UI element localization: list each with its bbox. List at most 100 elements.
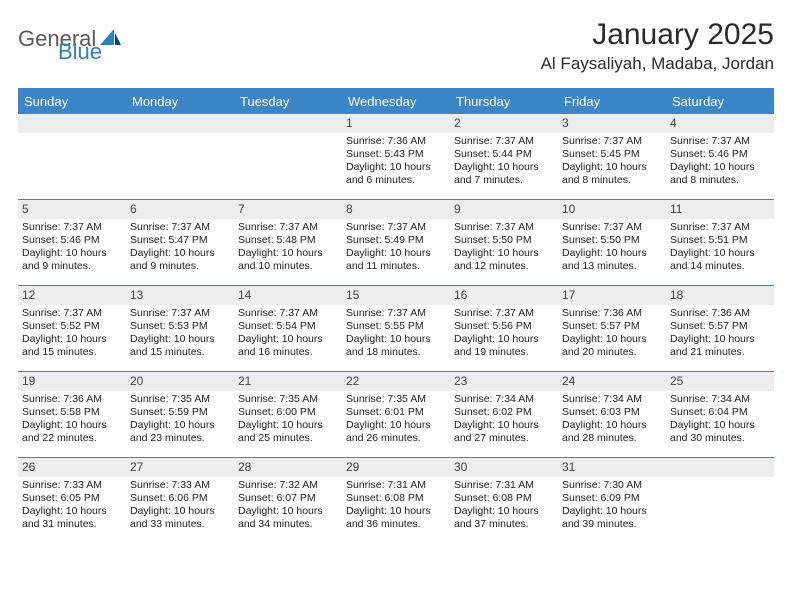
day-number: 6: [126, 200, 234, 219]
day-number: 17: [558, 286, 666, 305]
day-number: 16: [450, 286, 558, 305]
calendar-day-cell: 15Sunrise: 7:37 AMSunset: 5:55 PMDayligh…: [342, 286, 450, 372]
calendar-day-cell: 5Sunrise: 7:37 AMSunset: 5:46 PMDaylight…: [18, 200, 126, 286]
calendar-day-cell: 26Sunrise: 7:33 AMSunset: 6:05 PMDayligh…: [18, 458, 126, 544]
day-number: 3: [558, 114, 666, 133]
day-number-empty: [18, 114, 126, 133]
calendar-day-cell: 7Sunrise: 7:37 AMSunset: 5:48 PMDaylight…: [234, 200, 342, 286]
weekday-header: Monday: [126, 89, 234, 114]
day-detail: Sunrise: 7:37 AMSunset: 5:46 PMDaylight:…: [666, 133, 774, 192]
day-detail: Sunrise: 7:37 AMSunset: 5:51 PMDaylight:…: [666, 219, 774, 278]
day-number: 30: [450, 458, 558, 477]
day-number: 15: [342, 286, 450, 305]
day-detail: Sunrise: 7:37 AMSunset: 5:45 PMDaylight:…: [558, 133, 666, 192]
day-detail: Sunrise: 7:35 AMSunset: 6:00 PMDaylight:…: [234, 391, 342, 450]
day-number: 8: [342, 200, 450, 219]
weekday-header-row: SundayMondayTuesdayWednesdayThursdayFrid…: [18, 89, 774, 114]
calendar-day-cell: 11Sunrise: 7:37 AMSunset: 5:51 PMDayligh…: [666, 200, 774, 286]
calendar-day-cell: 17Sunrise: 7:36 AMSunset: 5:57 PMDayligh…: [558, 286, 666, 372]
day-detail: Sunrise: 7:37 AMSunset: 5:47 PMDaylight:…: [126, 219, 234, 278]
calendar-day-cell: 2Sunrise: 7:37 AMSunset: 5:44 PMDaylight…: [450, 114, 558, 200]
brand-text-blue: Blue: [58, 39, 102, 65]
day-detail: Sunrise: 7:35 AMSunset: 6:01 PMDaylight:…: [342, 391, 450, 450]
day-detail: Sunrise: 7:36 AMSunset: 5:58 PMDaylight:…: [18, 391, 126, 450]
brand-sail-icon: [100, 29, 122, 52]
day-detail: Sunrise: 7:31 AMSunset: 6:08 PMDaylight:…: [342, 477, 450, 536]
calendar-day-cell: 21Sunrise: 7:35 AMSunset: 6:00 PMDayligh…: [234, 372, 342, 458]
day-number: 14: [234, 286, 342, 305]
day-detail: Sunrise: 7:37 AMSunset: 5:48 PMDaylight:…: [234, 219, 342, 278]
calendar-day-cell: 10Sunrise: 7:37 AMSunset: 5:50 PMDayligh…: [558, 200, 666, 286]
day-number: 28: [234, 458, 342, 477]
calendar-day-cell: 18Sunrise: 7:36 AMSunset: 5:57 PMDayligh…: [666, 286, 774, 372]
calendar-day-cell: 19Sunrise: 7:36 AMSunset: 5:58 PMDayligh…: [18, 372, 126, 458]
day-detail: Sunrise: 7:36 AMSunset: 5:57 PMDaylight:…: [558, 305, 666, 364]
day-detail: Sunrise: 7:37 AMSunset: 5:49 PMDaylight:…: [342, 219, 450, 278]
day-detail: Sunrise: 7:33 AMSunset: 6:06 PMDaylight:…: [126, 477, 234, 536]
day-detail: Sunrise: 7:37 AMSunset: 5:46 PMDaylight:…: [18, 219, 126, 278]
weekday-header: Tuesday: [234, 89, 342, 114]
calendar-day-cell: 27Sunrise: 7:33 AMSunset: 6:06 PMDayligh…: [126, 458, 234, 544]
day-number: 21: [234, 372, 342, 391]
weekday-header: Saturday: [666, 89, 774, 114]
calendar-day-cell: [666, 458, 774, 544]
weekday-header: Thursday: [450, 89, 558, 114]
day-detail: Sunrise: 7:34 AMSunset: 6:02 PMDaylight:…: [450, 391, 558, 450]
day-number: 27: [126, 458, 234, 477]
calendar-day-cell: [18, 114, 126, 200]
calendar-day-cell: 31Sunrise: 7:30 AMSunset: 6:09 PMDayligh…: [558, 458, 666, 544]
day-number: 5: [18, 200, 126, 219]
calendar-day-cell: 12Sunrise: 7:37 AMSunset: 5:52 PMDayligh…: [18, 286, 126, 372]
day-detail: Sunrise: 7:34 AMSunset: 6:03 PMDaylight:…: [558, 391, 666, 450]
calendar-day-cell: 8Sunrise: 7:37 AMSunset: 5:49 PMDaylight…: [342, 200, 450, 286]
day-number: 19: [18, 372, 126, 391]
calendar-week-row: 19Sunrise: 7:36 AMSunset: 5:58 PMDayligh…: [18, 372, 774, 458]
weekday-header: Wednesday: [342, 89, 450, 114]
month-title: January 2025: [541, 18, 774, 52]
calendar-day-cell: 4Sunrise: 7:37 AMSunset: 5:46 PMDaylight…: [666, 114, 774, 200]
calendar-day-cell: 6Sunrise: 7:37 AMSunset: 5:47 PMDaylight…: [126, 200, 234, 286]
calendar-day-cell: 28Sunrise: 7:32 AMSunset: 6:07 PMDayligh…: [234, 458, 342, 544]
weekday-header: Friday: [558, 89, 666, 114]
day-number: 7: [234, 200, 342, 219]
day-detail: Sunrise: 7:31 AMSunset: 6:08 PMDaylight:…: [450, 477, 558, 536]
day-number-empty: [126, 114, 234, 133]
calendar-day-cell: 29Sunrise: 7:31 AMSunset: 6:08 PMDayligh…: [342, 458, 450, 544]
calendar-day-cell: 1Sunrise: 7:36 AMSunset: 5:43 PMDaylight…: [342, 114, 450, 200]
day-number: 23: [450, 372, 558, 391]
calendar-week-row: 5Sunrise: 7:37 AMSunset: 5:46 PMDaylight…: [18, 200, 774, 286]
day-number: 29: [342, 458, 450, 477]
day-detail: Sunrise: 7:37 AMSunset: 5:55 PMDaylight:…: [342, 305, 450, 364]
day-number: 31: [558, 458, 666, 477]
day-detail: Sunrise: 7:37 AMSunset: 5:56 PMDaylight:…: [450, 305, 558, 364]
calendar-day-cell: 13Sunrise: 7:37 AMSunset: 5:53 PMDayligh…: [126, 286, 234, 372]
weekday-header: Sunday: [18, 89, 126, 114]
day-detail: Sunrise: 7:37 AMSunset: 5:54 PMDaylight:…: [234, 305, 342, 364]
calendar-day-cell: 20Sunrise: 7:35 AMSunset: 5:59 PMDayligh…: [126, 372, 234, 458]
day-number-empty: [234, 114, 342, 133]
calendar-day-cell: [126, 114, 234, 200]
day-detail: Sunrise: 7:37 AMSunset: 5:52 PMDaylight:…: [18, 305, 126, 364]
day-detail: Sunrise: 7:36 AMSunset: 5:43 PMDaylight:…: [342, 133, 450, 192]
brand-logo: General Blue: [18, 26, 124, 52]
calendar-day-cell: 23Sunrise: 7:34 AMSunset: 6:02 PMDayligh…: [450, 372, 558, 458]
title-block: January 2025 Al Faysaliyah, Madaba, Jord…: [541, 18, 774, 74]
calendar-week-row: 12Sunrise: 7:37 AMSunset: 5:52 PMDayligh…: [18, 286, 774, 372]
day-number: 9: [450, 200, 558, 219]
calendar-day-cell: 24Sunrise: 7:34 AMSunset: 6:03 PMDayligh…: [558, 372, 666, 458]
calendar-day-cell: 22Sunrise: 7:35 AMSunset: 6:01 PMDayligh…: [342, 372, 450, 458]
calendar-day-cell: 14Sunrise: 7:37 AMSunset: 5:54 PMDayligh…: [234, 286, 342, 372]
day-number: 11: [666, 200, 774, 219]
calendar-day-cell: 30Sunrise: 7:31 AMSunset: 6:08 PMDayligh…: [450, 458, 558, 544]
day-number: 20: [126, 372, 234, 391]
calendar-day-cell: [234, 114, 342, 200]
day-number: 22: [342, 372, 450, 391]
day-number: 12: [18, 286, 126, 305]
day-detail: Sunrise: 7:37 AMSunset: 5:50 PMDaylight:…: [558, 219, 666, 278]
day-number: 4: [666, 114, 774, 133]
day-number: 1: [342, 114, 450, 133]
calendar-day-cell: 3Sunrise: 7:37 AMSunset: 5:45 PMDaylight…: [558, 114, 666, 200]
day-number: 24: [558, 372, 666, 391]
location-subtitle: Al Faysaliyah, Madaba, Jordan: [541, 54, 774, 74]
calendar-day-cell: 16Sunrise: 7:37 AMSunset: 5:56 PMDayligh…: [450, 286, 558, 372]
